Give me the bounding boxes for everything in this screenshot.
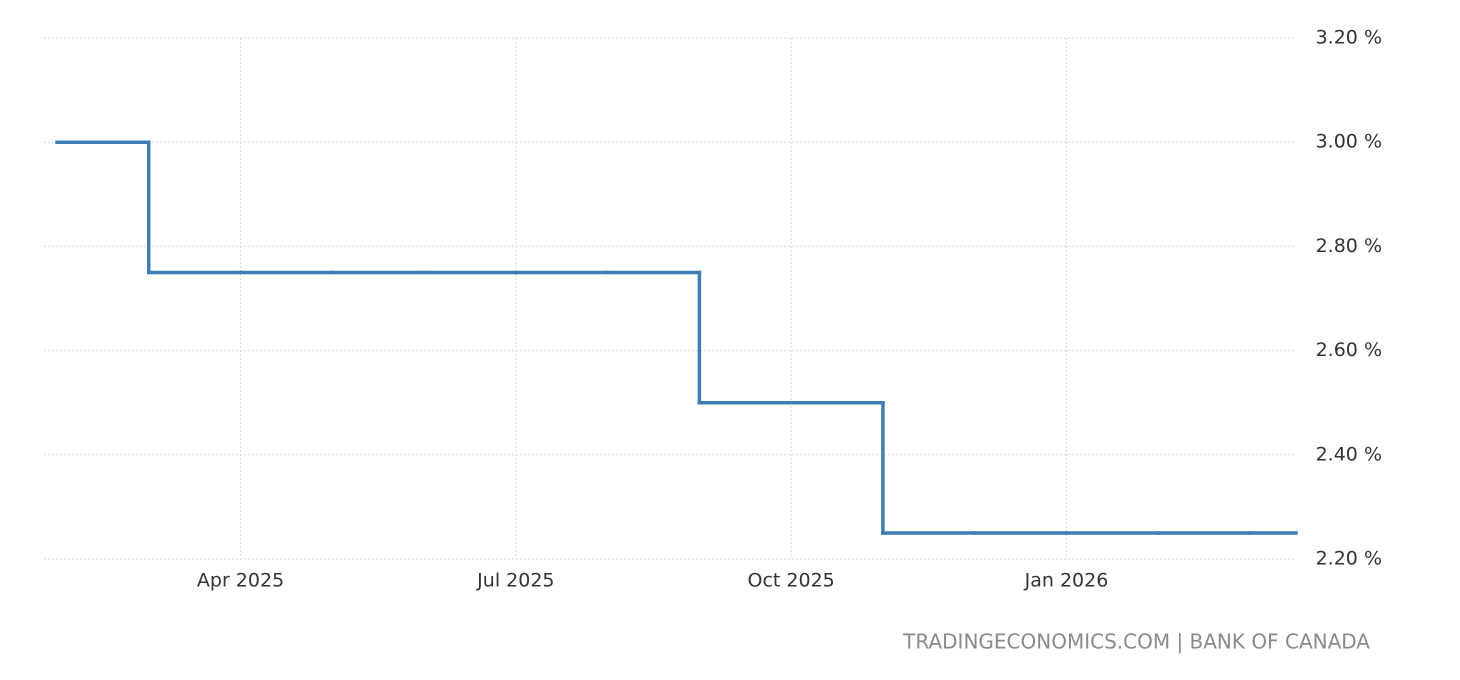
- x-tick-label: Apr 2025: [197, 570, 284, 592]
- y-tick-label: 2.20 %: [1316, 548, 1382, 570]
- x-tick-label: Jan 2026: [1024, 570, 1109, 592]
- y-tick-label: 3.20 %: [1316, 27, 1382, 49]
- x-tick-label: Oct 2025: [748, 570, 835, 592]
- y-tick-label: 2.80 %: [1316, 235, 1382, 257]
- y-tick-label: 3.00 %: [1316, 131, 1382, 153]
- x-tick-label: Jul 2025: [476, 570, 554, 592]
- source: TRADINGECONOMICS.COM | BANK OF CANADA: [902, 630, 1370, 654]
- y-tick-label: 2.60 %: [1316, 339, 1382, 361]
- y-tick-label: 2.40 %: [1316, 443, 1382, 465]
